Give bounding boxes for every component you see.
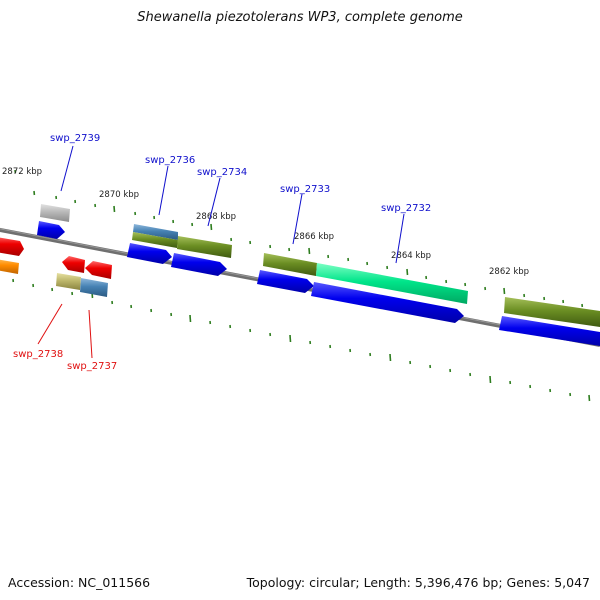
feature-olive-right[interactable]	[504, 297, 600, 327]
feature-olive-swp-2733[interactable]	[263, 253, 317, 276]
gene-label-swp-2734[interactable]: swp_2734	[197, 167, 247, 178]
gene-label-swp-2732[interactable]: swp_2732	[381, 203, 431, 214]
cds-forward-swp-2739[interactable]	[37, 221, 65, 239]
kbp-label-2870: 2870 kbp	[99, 190, 139, 200]
tick	[189, 314, 192, 323]
feature-gray-swp-2739[interactable]	[40, 204, 70, 222]
cds-forward-swp-2733[interactable]	[257, 270, 314, 293]
tick	[210, 223, 213, 231]
kbp-label-2868: 2868 kbp	[196, 212, 236, 222]
reverse-gene-leaders	[37, 303, 93, 359]
tick	[489, 375, 492, 384]
gene-label-swp-2733[interactable]: swp_2733	[280, 184, 330, 195]
feature-spring-green-swp-2732[interactable]	[316, 263, 468, 304]
tick	[389, 353, 392, 362]
tick	[308, 247, 311, 255]
cds-reverse-left-edge[interactable]	[0, 236, 24, 256]
cds-reverse-swp-2737[interactable]	[85, 261, 112, 279]
cds-forward-swp-2734[interactable]	[171, 253, 227, 276]
scale-ticks-inner	[12, 278, 591, 402]
accession-text: Accession: NC_011566	[8, 575, 151, 590]
kbp-label-2872: 2872 kbp	[2, 167, 42, 177]
cds-forward-swp-2732[interactable]	[311, 282, 464, 323]
kbp-label-2862: 2862 kbp	[489, 267, 529, 277]
tick	[588, 394, 591, 402]
scale-ticks-outer	[14, 169, 584, 308]
cds-forward-right[interactable]	[499, 316, 600, 346]
tick	[503, 287, 506, 295]
tick	[406, 268, 409, 276]
feature-steel-swp-2737[interactable]	[80, 278, 108, 297]
cds-forward-swp-2736[interactable]	[127, 243, 172, 264]
gene-label-swp-2737[interactable]: swp_2737	[67, 361, 117, 372]
tick	[289, 334, 292, 343]
feature-khaki-swp-2738[interactable]	[56, 273, 81, 290]
feature-olive-swp-2734[interactable]	[177, 236, 232, 258]
feature-orange-left-edge[interactable]	[0, 258, 19, 274]
gene-label-swp-2739[interactable]: swp_2739	[50, 133, 100, 144]
gene-label-swp-2738[interactable]: swp_2738	[13, 349, 63, 360]
tick	[113, 205, 116, 213]
genome-summary-text: Topology: circular; Length: 5,396,476 bp…	[246, 575, 590, 590]
cds-reverse-swp-2738[interactable]	[62, 256, 85, 273]
gene-label-swp-2736[interactable]: swp_2736	[145, 155, 195, 166]
kbp-label-2866: 2866 kbp	[294, 232, 334, 242]
kbp-label-2864: 2864 kbp	[391, 251, 431, 261]
forward-gene-leaders	[60, 145, 405, 264]
map-title: Shewanella piezotolerans WP3, complete g…	[137, 10, 463, 25]
feature-steel-swp-2736[interactable]	[133, 224, 178, 240]
feature-olive-swp-2736[interactable]	[132, 232, 178, 248]
